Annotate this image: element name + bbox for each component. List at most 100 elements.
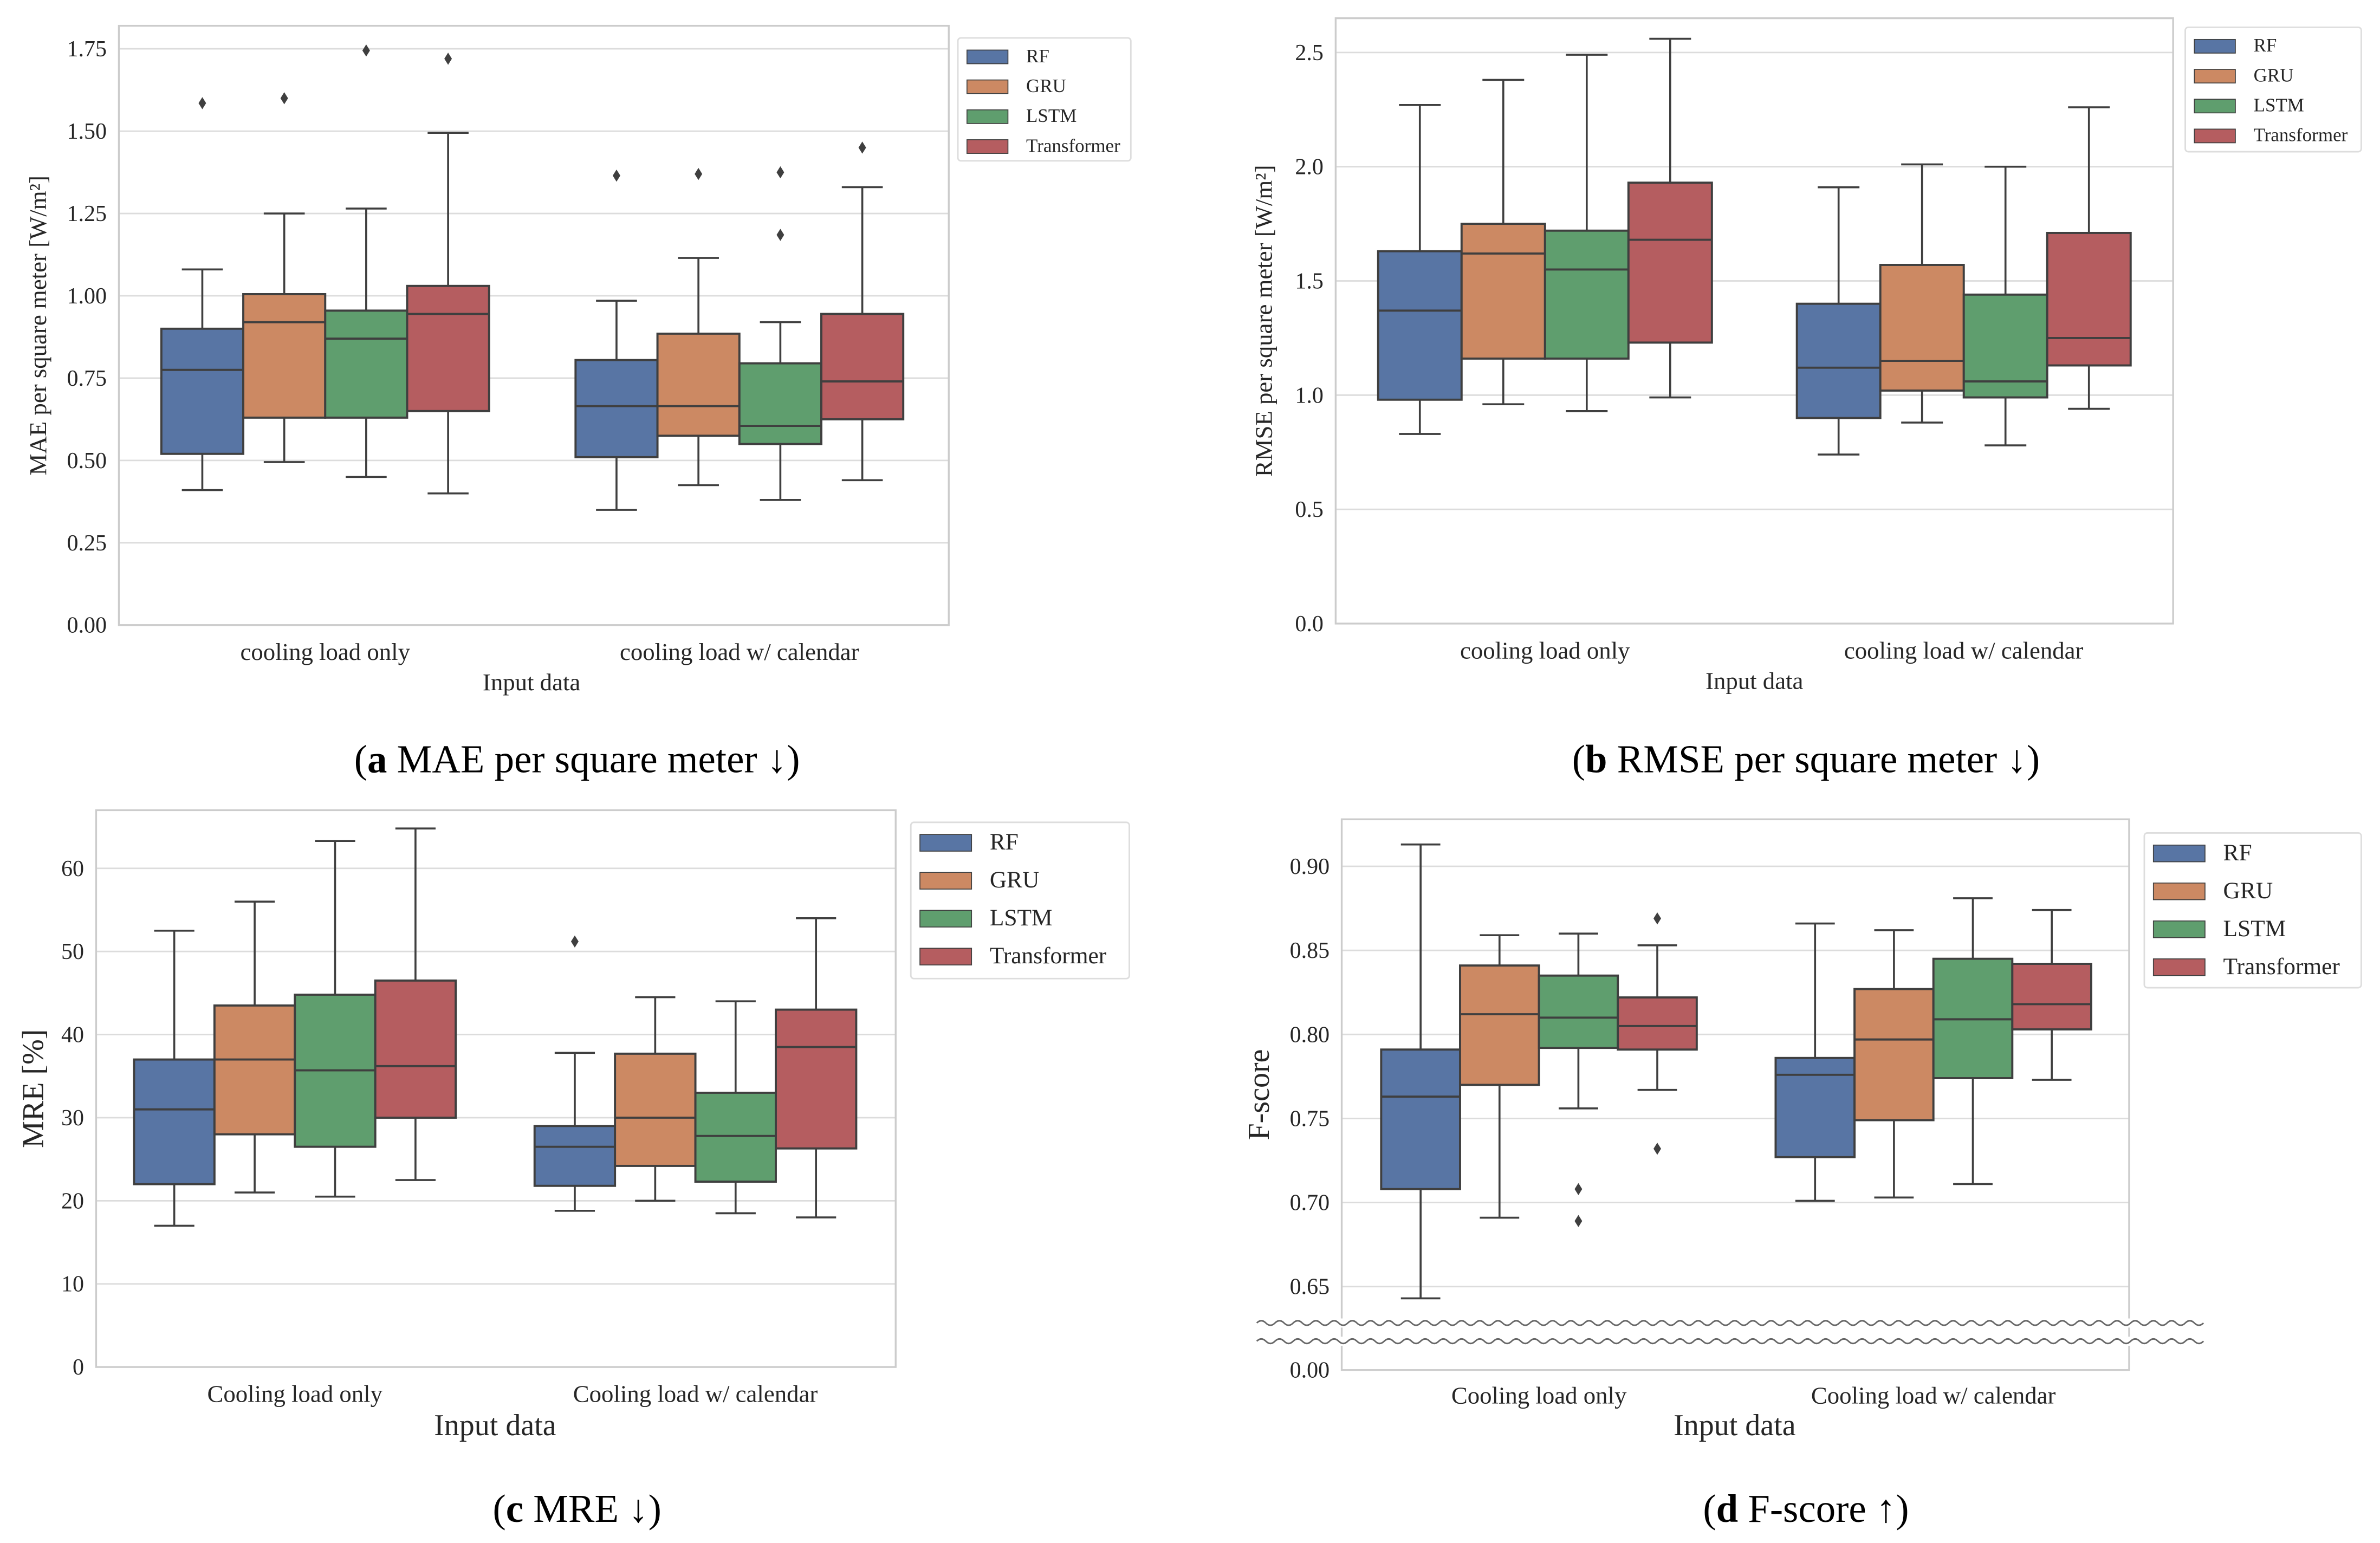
outlier-rf-1 [198,97,206,109]
legend-swatch-transformer [2194,128,2236,144]
legend-swatch-gru [919,872,972,890]
box-lstm-2 [738,362,822,445]
y-tick-label: 0.00 [1290,1358,1330,1383]
axis-break-line [1256,1338,2204,1345]
y-tick-label: 0.70 [1290,1191,1330,1216]
legend-label-rf: RF [990,829,1019,855]
y-tick-label: 0.50 [67,449,107,474]
legend-swatch-rf [2152,844,2206,863]
outlier-lstm-2 [776,166,784,179]
outlier-transformer-2 [858,141,866,154]
y-tick-label: 0.85 [1290,938,1330,963]
box-gru-1 [1460,223,1546,360]
y-axis-label: MRE [%] [16,1029,50,1148]
legend-label-gru: GRU [990,867,1040,893]
outlier-rf-2 [612,169,620,182]
legend-swatch-gru [2194,69,2236,84]
y-tick-label: 0.75 [67,366,107,391]
box-rf-1 [133,1058,216,1185]
y-axis-label: MAE per square meter [W/m²] [24,176,51,475]
legend-label-transformer: Transformer [2223,954,2340,980]
legend-label-rf: RF [2254,35,2277,56]
x-tick-label: Cooling load w/ calendar [1811,1382,2056,1409]
outlier-gru-1 [280,92,288,105]
x-tick-label: cooling load only [241,638,411,665]
box-rf-2 [1774,1056,1856,1158]
caption-c-text: MRE ↓ [523,1487,648,1531]
box-transformer-2 [2046,231,2132,367]
x-tick-label: Cooling load w/ calendar [573,1380,818,1408]
y-tick-label: 0.75 [1290,1106,1330,1131]
y-tick-label: 1.00 [67,284,107,309]
outlier-transformer-1 [444,53,452,65]
legend-swatch-lstm [2194,99,2236,114]
legend-label-gru: GRU [2223,878,2273,904]
x-axis-label: Input data [1674,1409,1796,1442]
y-tick-label: 1.5 [1295,269,1324,294]
legend-swatch-lstm [967,109,1009,124]
legend-label-lstm: LSTM [2254,95,2304,116]
legend-swatch-transformer [919,948,972,965]
legend-label-lstm: LSTM [1026,105,1076,126]
legend-label-lstm: LSTM [990,905,1053,931]
legend-swatch-gru [2152,882,2206,900]
legend-label-rf: RF [2223,840,2252,866]
y-tick-label: 0.65 [1290,1275,1330,1300]
y-tick-label: 30 [61,1106,84,1131]
outlier-lstm-1 [1574,1183,1583,1195]
legend-label-rf: RF [1026,46,1049,67]
legend-swatch-lstm [919,910,972,928]
box-gru-2 [656,332,741,437]
box-transformer-1 [374,979,457,1119]
box-transformer-2 [775,1008,858,1150]
outlier-transformer-1 [1653,912,1662,925]
y-tick-label: 1.50 [67,119,107,144]
caption-a: (a MAE per square meter ↓) [354,737,800,781]
box-lstm-2 [1962,293,2048,399]
y-tick-label: 60 [61,857,84,881]
y-tick-label: 0.5 [1295,497,1324,522]
caption-a-text: MAE per square meter ↓ [387,737,787,781]
legend-swatch-rf [919,834,972,852]
box-rf-1 [1380,1048,1461,1190]
legend-label-lstm: LSTM [2223,916,2286,942]
outlier-gru-2 [695,167,703,180]
y-tick-label: 0.90 [1290,854,1330,879]
y-tick-label: 1.75 [67,37,107,62]
box-lstm-1 [1544,229,1630,360]
panel-c-mre: 0 10 20 30 40 50 60 Cooling load only Cooling lo… [16,809,1130,1442]
y-tick-label: 2.0 [1295,155,1324,180]
box-gru-1 [213,1004,296,1136]
outlier-lstm-1 [362,44,370,57]
y-tick-label: 0.80 [1290,1022,1330,1047]
x-axis-label: Input data [434,1409,556,1442]
box-lstm-2 [694,1091,777,1183]
y-tick-label: 1.0 [1295,383,1324,408]
caption-b: (b RMSE per square meter ↓) [1572,737,2040,781]
y-axis-label: RMSE per square meter [W/m²] [1250,165,1277,477]
box-transformer-1 [1627,181,1713,344]
caption-d: (d F-score ↑) [1703,1487,1909,1531]
y-tick-label: 10 [61,1272,84,1297]
caption-d-label: d [1716,1487,1739,1531]
y-tick-label: 0.25 [67,531,107,556]
legend-label-transformer: Transformer [2254,125,2348,146]
outlier-rf-2 [570,935,579,948]
box-gru-1 [242,293,327,419]
box-rf-2 [533,1125,617,1187]
box-gru-1 [1459,964,1540,1086]
y-axis-label: F-score [1242,1049,1276,1140]
caption-b-text: RMSE per square meter ↓ [1607,737,2027,781]
outlier-lstm-2 [776,229,784,241]
y-tick-label: 0.00 [67,613,107,638]
y-tick-label: 20 [61,1189,84,1214]
y-tick-label: 2.5 [1295,41,1324,66]
legend-label-gru: GRU [1026,75,1066,96]
panel-d-fscore: 0.00 0.65 0.70 0.75 0.80 0.85 0.90 Cooling load… [1242,818,2362,1442]
box-rf-1 [1377,250,1463,401]
legend-swatch-rf [2194,38,2236,54]
box-lstm-1 [1538,974,1619,1049]
legend-label-transformer: Transformer [1026,135,1120,156]
plot-frame [118,24,950,626]
box-rf-2 [574,359,659,458]
